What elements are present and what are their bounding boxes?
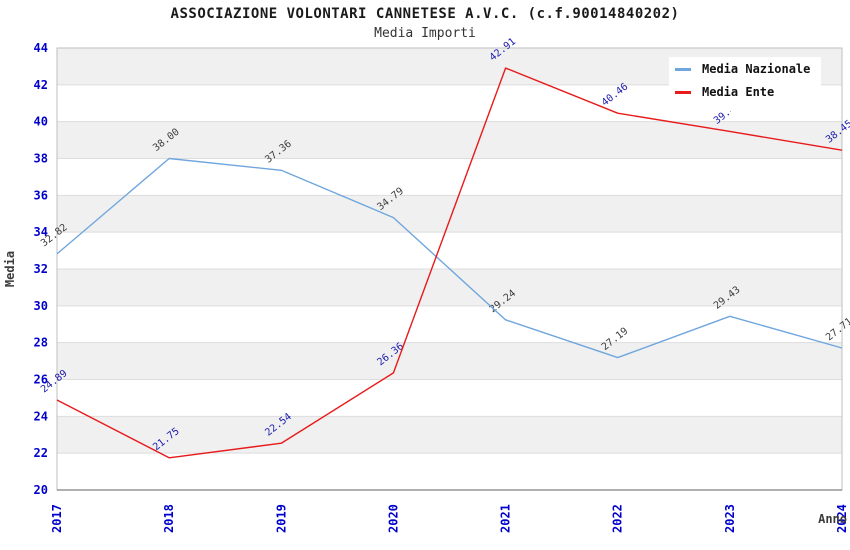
y-tick-label: 34 <box>34 225 48 239</box>
y-tick-label: 44 <box>34 41 48 55</box>
legend-label-media-ente: Media Ente <box>702 85 775 99</box>
legend-swatch-media-nazionale-icon <box>675 67 691 71</box>
y-axis-title: Media <box>3 251 17 287</box>
grid-band <box>57 158 842 196</box>
grid-band <box>57 453 842 490</box>
legend: Media Nazionale Media Ente <box>669 57 821 111</box>
page-subtitle: Media Importi <box>374 26 476 41</box>
grid-band <box>57 232 842 269</box>
series-line-media-ente <box>56 67 843 459</box>
legend-item-media-ente: Media Ente <box>675 85 815 99</box>
y-tick-label: 42 <box>34 78 48 92</box>
y-tick-label: 38 <box>34 152 48 166</box>
x-tick-label: 2023 <box>723 504 737 533</box>
grid-band <box>57 195 842 233</box>
y-tick-label: 24 <box>34 409 48 423</box>
grid-band <box>57 416 842 454</box>
y-tick-label: 40 <box>34 115 48 129</box>
x-tick-label: 2017 <box>50 504 64 533</box>
legend-swatch-media-ente-icon <box>675 90 691 94</box>
x-tick-label: 2018 <box>162 504 176 533</box>
y-tick-label: 36 <box>34 188 48 202</box>
y-tick-label: 20 <box>34 483 48 497</box>
y-tick-label: 26 <box>34 373 48 387</box>
y-tick-label: 32 <box>34 262 48 276</box>
x-tick-label: 2019 <box>274 504 288 533</box>
y-tick-label: 30 <box>34 299 48 313</box>
y-tick-label: 22 <box>34 446 48 460</box>
grid-band <box>57 305 842 343</box>
grid-band <box>57 379 842 417</box>
x-tick-label: 2024 <box>835 504 849 533</box>
legend-label-media-nazionale: Media Nazionale <box>702 62 811 76</box>
x-axis-title: Anno <box>818 512 847 526</box>
x-tick-label: 2020 <box>386 504 400 533</box>
x-tick-label: 2021 <box>499 504 513 533</box>
grid-band <box>57 269 842 306</box>
y-tick-label: 28 <box>34 336 48 350</box>
grid-band <box>57 342 842 380</box>
series-line-media-nazionale <box>56 157 843 359</box>
page-title: ASSOCIAZIONE VOLONTARI CANNETESE A.V.C. … <box>170 6 680 22</box>
x-tick-label: 2022 <box>611 504 625 533</box>
legend-item-media-nazionale: Media Nazionale <box>675 62 815 76</box>
